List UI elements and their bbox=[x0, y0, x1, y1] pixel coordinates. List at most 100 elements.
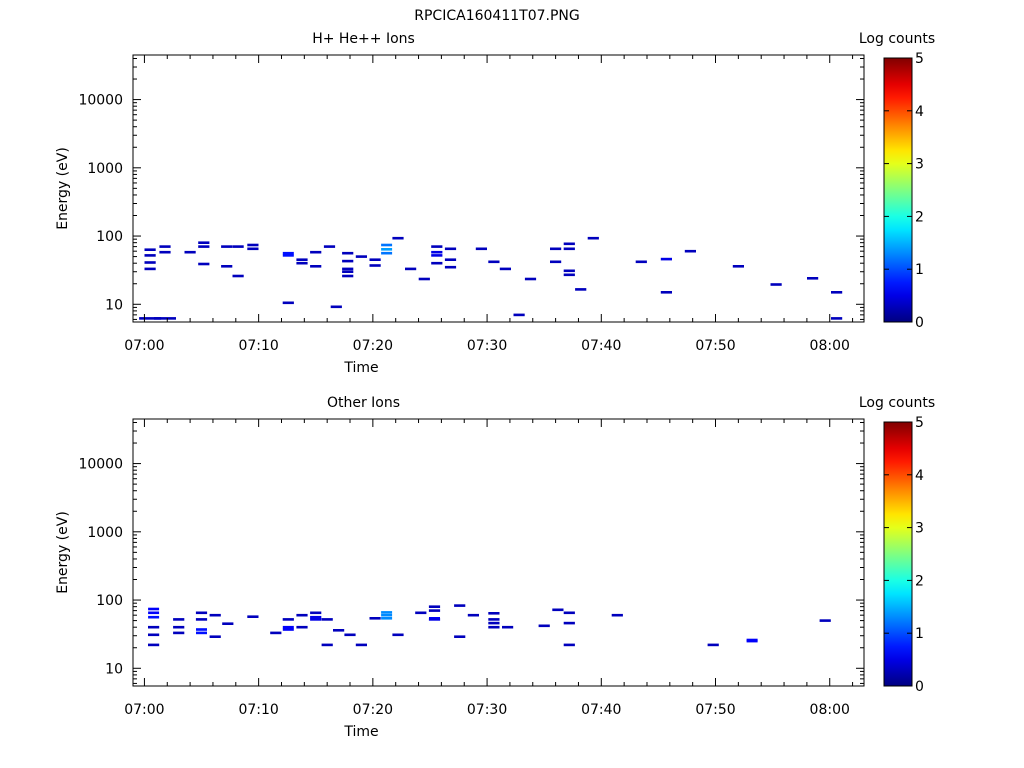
heatmap-cell bbox=[819, 619, 831, 622]
heatmap-cell bbox=[342, 267, 354, 271]
heatmap-cell bbox=[563, 621, 575, 625]
heatmap-cell bbox=[369, 264, 381, 267]
heatmap-cell bbox=[660, 291, 672, 294]
heatmap-cell bbox=[807, 277, 819, 280]
heatmap-cell bbox=[538, 624, 550, 628]
heatmap-cell bbox=[431, 261, 443, 265]
colorbar-tick-label: 1 bbox=[915, 626, 924, 642]
heatmap-cell bbox=[831, 317, 843, 320]
heatmap-cell bbox=[247, 243, 259, 247]
heatmap-cell bbox=[488, 612, 500, 615]
heatmap-cell bbox=[488, 625, 500, 629]
x-tick-label: 07:00 bbox=[124, 702, 164, 718]
heatmap-cell bbox=[222, 622, 234, 625]
heatmap-cell bbox=[173, 631, 185, 635]
heatmap-cell bbox=[148, 615, 160, 619]
heatmap-cell bbox=[321, 643, 333, 647]
colorbar: Log counts 0 1 2 3 4 5 bbox=[859, 31, 935, 331]
heatmap-cell bbox=[831, 291, 843, 294]
heatmap-cell bbox=[196, 628, 207, 631]
y-tick-label: 1000 bbox=[87, 161, 123, 177]
heatmap-cell bbox=[415, 611, 427, 615]
heatmap-cell bbox=[148, 643, 160, 647]
heatmap-cell bbox=[488, 621, 500, 625]
x-axis-label: Time bbox=[343, 724, 378, 740]
heatmap-cell bbox=[144, 261, 156, 264]
heatmap-cell bbox=[431, 250, 443, 254]
heatmap-cell bbox=[209, 635, 221, 638]
heatmap-cell bbox=[707, 643, 719, 647]
x-tick-label: 07:40 bbox=[581, 338, 621, 354]
heatmap-cell bbox=[369, 617, 381, 620]
heatmap-cell bbox=[587, 236, 599, 240]
heatmap-cell bbox=[381, 248, 393, 251]
heatmap-cell bbox=[330, 305, 342, 309]
x-tick-label: 07:10 bbox=[238, 338, 278, 354]
heatmap-cell bbox=[159, 250, 171, 254]
heatmap-cell bbox=[563, 273, 575, 277]
heatmap-cell bbox=[502, 625, 514, 629]
heatmap-cells bbox=[148, 604, 831, 647]
plot-frame bbox=[132, 54, 865, 323]
y-tick-label: 10000 bbox=[78, 93, 123, 109]
heatmap-cell bbox=[296, 261, 308, 265]
y-tick-label: 10000 bbox=[78, 457, 123, 473]
heatmap-cell bbox=[159, 245, 171, 248]
colorbar-gradient bbox=[883, 57, 913, 323]
heatmap-cell bbox=[196, 631, 207, 635]
panel-title: Other Ions bbox=[327, 395, 400, 411]
heatmap-cell bbox=[499, 267, 511, 271]
figure-title: RPCICA160411T07.PNG bbox=[414, 8, 579, 24]
heatmap-cell bbox=[148, 611, 160, 615]
x-tick-label: 07:20 bbox=[353, 702, 393, 718]
x-tick-label: 07:30 bbox=[467, 702, 507, 718]
heatmap-cell bbox=[173, 625, 185, 629]
y-tick-label: 10 bbox=[105, 297, 123, 313]
colorbar-tick-label: 4 bbox=[915, 104, 924, 120]
heatmap-cell bbox=[488, 618, 500, 621]
y-tick-label: 100 bbox=[96, 229, 123, 245]
panel-1: 07:00 07:10 07:20 07:30 07:40 07:50 08:0010100… bbox=[55, 31, 935, 376]
heatmap-cell bbox=[431, 254, 443, 257]
heatmap-cell bbox=[444, 265, 457, 269]
heatmap-cell bbox=[550, 247, 562, 251]
heatmap-cell bbox=[575, 288, 587, 291]
heatmap-cell bbox=[392, 236, 404, 240]
heatmap-cell bbox=[282, 628, 294, 631]
y-tick-label: 100 bbox=[96, 593, 123, 609]
y-axis-label: Energy (eV) bbox=[55, 511, 71, 594]
heatmap-cell bbox=[428, 605, 441, 608]
plot-frame bbox=[132, 418, 865, 687]
heatmap-cell bbox=[296, 625, 308, 629]
heatmap-cell bbox=[221, 245, 233, 248]
heatmap-cell bbox=[282, 254, 294, 257]
heatmap-cell bbox=[282, 625, 294, 629]
heatmap-cell bbox=[198, 241, 210, 244]
heatmap-cell bbox=[296, 258, 308, 261]
heatmap-cell bbox=[428, 618, 441, 621]
x-axis-label: Time bbox=[343, 360, 378, 376]
heatmap-cell bbox=[428, 609, 441, 612]
colorbar-label: Log counts bbox=[859, 395, 935, 411]
heatmap-cell bbox=[148, 625, 160, 629]
heatmap-cell bbox=[563, 643, 575, 647]
heatmap-cell bbox=[209, 613, 221, 617]
heatmap-cell bbox=[660, 257, 672, 261]
heatmap-cell bbox=[221, 265, 233, 268]
heatmap-cell bbox=[173, 618, 185, 621]
heatmap-cell bbox=[355, 643, 367, 647]
heatmap-cell bbox=[232, 245, 244, 248]
heatmap-cell bbox=[381, 617, 393, 620]
heatmap-cell bbox=[148, 633, 160, 637]
heatmap-cell bbox=[139, 317, 162, 320]
heatmap-cell bbox=[513, 313, 525, 317]
x-tick-label: 07:10 bbox=[238, 702, 278, 718]
x-tick-label: 07:20 bbox=[353, 338, 393, 354]
x-tick-label: 07:00 bbox=[124, 338, 164, 354]
x-tick-label: 07:30 bbox=[467, 338, 507, 354]
heatmap-cell bbox=[310, 250, 322, 254]
heatmap-cell bbox=[552, 608, 564, 612]
x-tick-label: 07:50 bbox=[695, 338, 735, 354]
colorbar-tick-label: 2 bbox=[915, 573, 924, 589]
heatmap-cell bbox=[247, 247, 259, 251]
